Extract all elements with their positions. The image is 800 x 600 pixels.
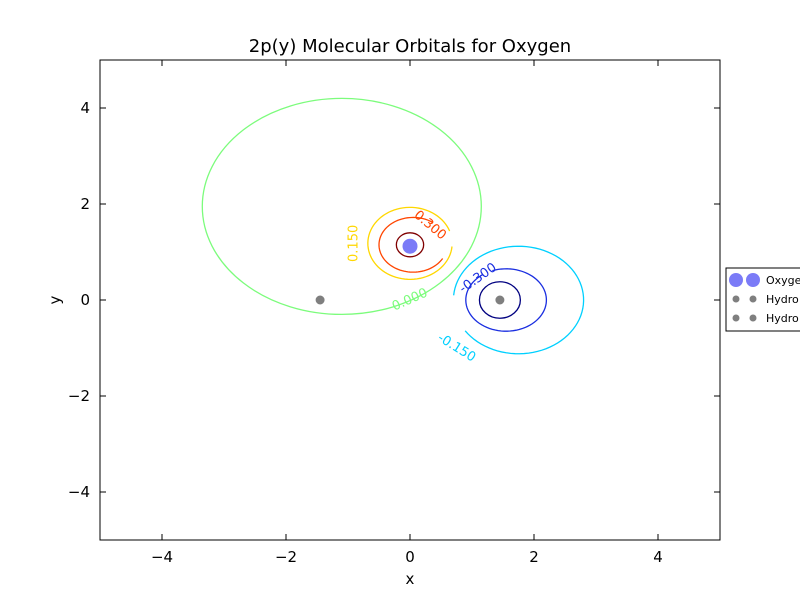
legend-marker <box>732 295 740 303</box>
legend-marker <box>749 314 757 322</box>
hydrogen-atom-marker <box>495 295 505 305</box>
contour-label: 0.000 <box>390 286 430 315</box>
legend-label: Hydro <box>766 293 799 306</box>
contour-line <box>478 281 522 319</box>
x-tick-label: 2 <box>529 548 539 566</box>
y-tick-label: −4 <box>68 483 90 501</box>
y-tick-label: 2 <box>80 195 90 213</box>
contour-line <box>201 97 482 316</box>
y-tick-label: −2 <box>68 387 90 405</box>
x-tick-label: −4 <box>151 548 173 566</box>
contour-line <box>395 232 425 258</box>
contour-label: 0.150 <box>347 225 362 262</box>
y-tick-label: 4 <box>80 99 90 117</box>
contour-label: -0.300 <box>457 260 500 296</box>
contour-label: -0.150 <box>435 331 479 366</box>
legend-marker <box>729 273 743 287</box>
y-axis-label: y <box>46 295 64 304</box>
x-tick-label: 4 <box>653 548 663 566</box>
legend-label: Oxyge <box>766 274 800 287</box>
oxygen-atom-marker <box>402 238 418 254</box>
hydrogen-atom-marker <box>315 295 325 305</box>
legend-marker <box>732 314 740 322</box>
contour-label: 0.300 <box>411 208 449 243</box>
legend: Oxyge Hydro Hydro <box>725 267 800 332</box>
y-tick-label: 0 <box>80 291 90 309</box>
x-tick-label: 0 <box>405 548 415 566</box>
contour-line <box>465 268 548 332</box>
contour-line <box>453 245 585 355</box>
legend-marker <box>746 273 760 287</box>
chart-title: 2p(y) Molecular Orbitals for Oxygen <box>249 36 571 57</box>
legend-marker <box>749 295 757 303</box>
contour-line <box>378 216 444 273</box>
contour-line <box>367 206 453 281</box>
x-axis-label: x <box>406 570 415 588</box>
x-tick-label: −2 <box>275 548 297 566</box>
legend-label: Hydro <box>766 312 799 325</box>
